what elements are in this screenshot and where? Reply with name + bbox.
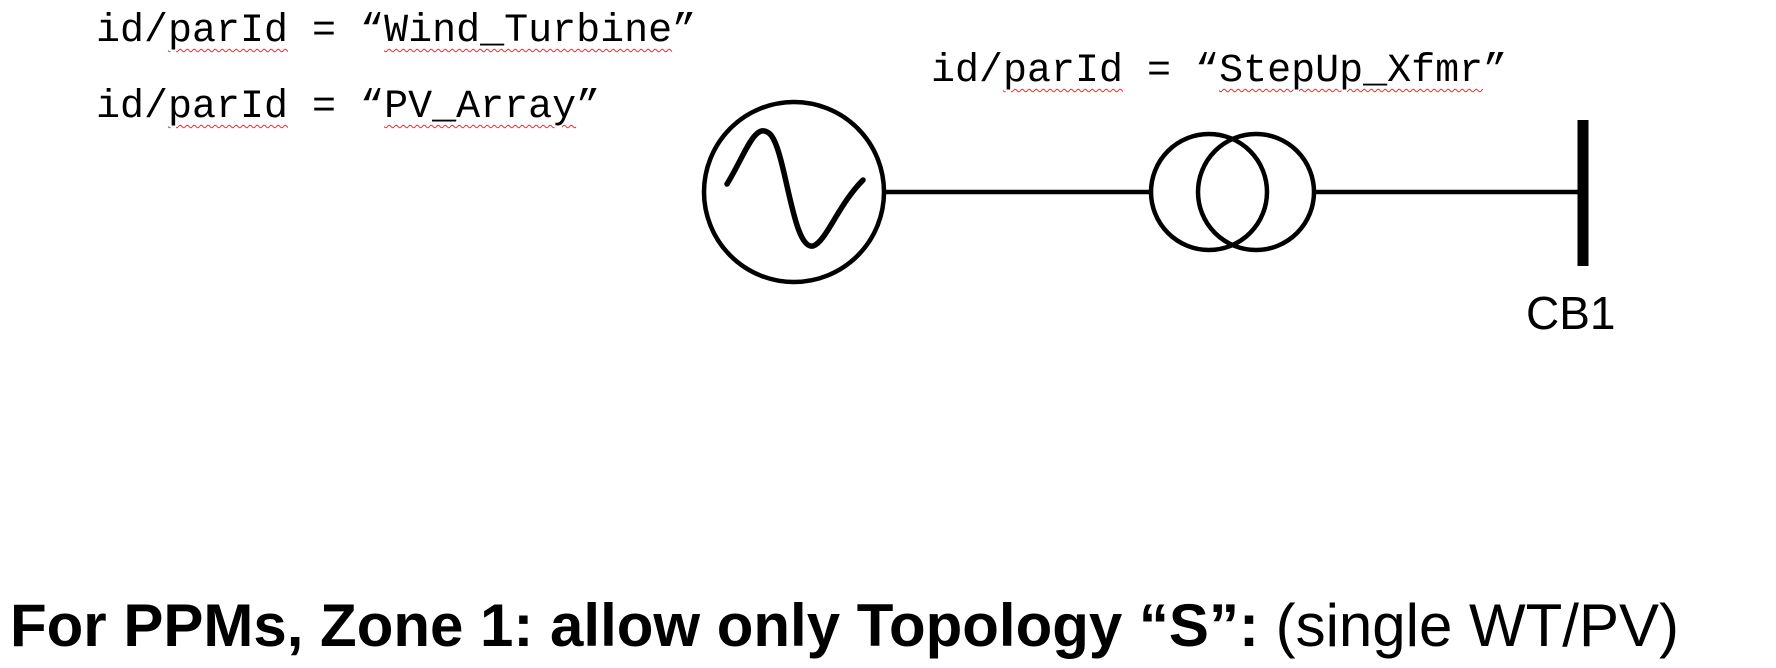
caption-normal-text: (single WT/PV) [1258, 592, 1679, 659]
pv-id-prefix: id/ [96, 85, 169, 130]
xfmr-id-prefix: id/ [931, 49, 1004, 94]
pv-id-suffix: ” [576, 85, 601, 130]
xfmr-id-key: parId [1003, 49, 1124, 94]
pv-id-key: parId [168, 85, 289, 130]
two-winding-transformer-icon [1148, 131, 1317, 253]
wind-turbine-id-label: id/parId = “Wind_Turbine” [96, 12, 696, 52]
pv-id-mid: = “ [288, 85, 385, 130]
pv-id-value: PV_Array [384, 85, 577, 130]
caption: For PPMs, Zone 1: allow only Topology “S… [10, 596, 1679, 656]
wind-id-mid: = “ [288, 9, 385, 54]
transformer-id-label: id/parId = “StepUp_Xfmr” [931, 52, 1507, 92]
pv-array-id-label: id/parId = “PV_Array” [96, 88, 600, 128]
xfmr-id-mid: = “ [1123, 49, 1220, 94]
caption-bold-text: For PPMs, Zone 1: allow only Topology “S… [10, 592, 1259, 659]
bus-label: CB1 [1526, 287, 1616, 339]
wind-id-prefix: id/ [96, 9, 169, 54]
ac-generator-icon [701, 99, 887, 285]
wind-id-key: parId [168, 9, 289, 54]
xfmr-id-value: StepUp_Xfmr [1219, 49, 1484, 94]
wind-id-value: Wind_Turbine [384, 9, 673, 54]
xfmr-id-suffix: ” [1483, 49, 1508, 94]
wind-id-suffix: ” [672, 9, 697, 54]
